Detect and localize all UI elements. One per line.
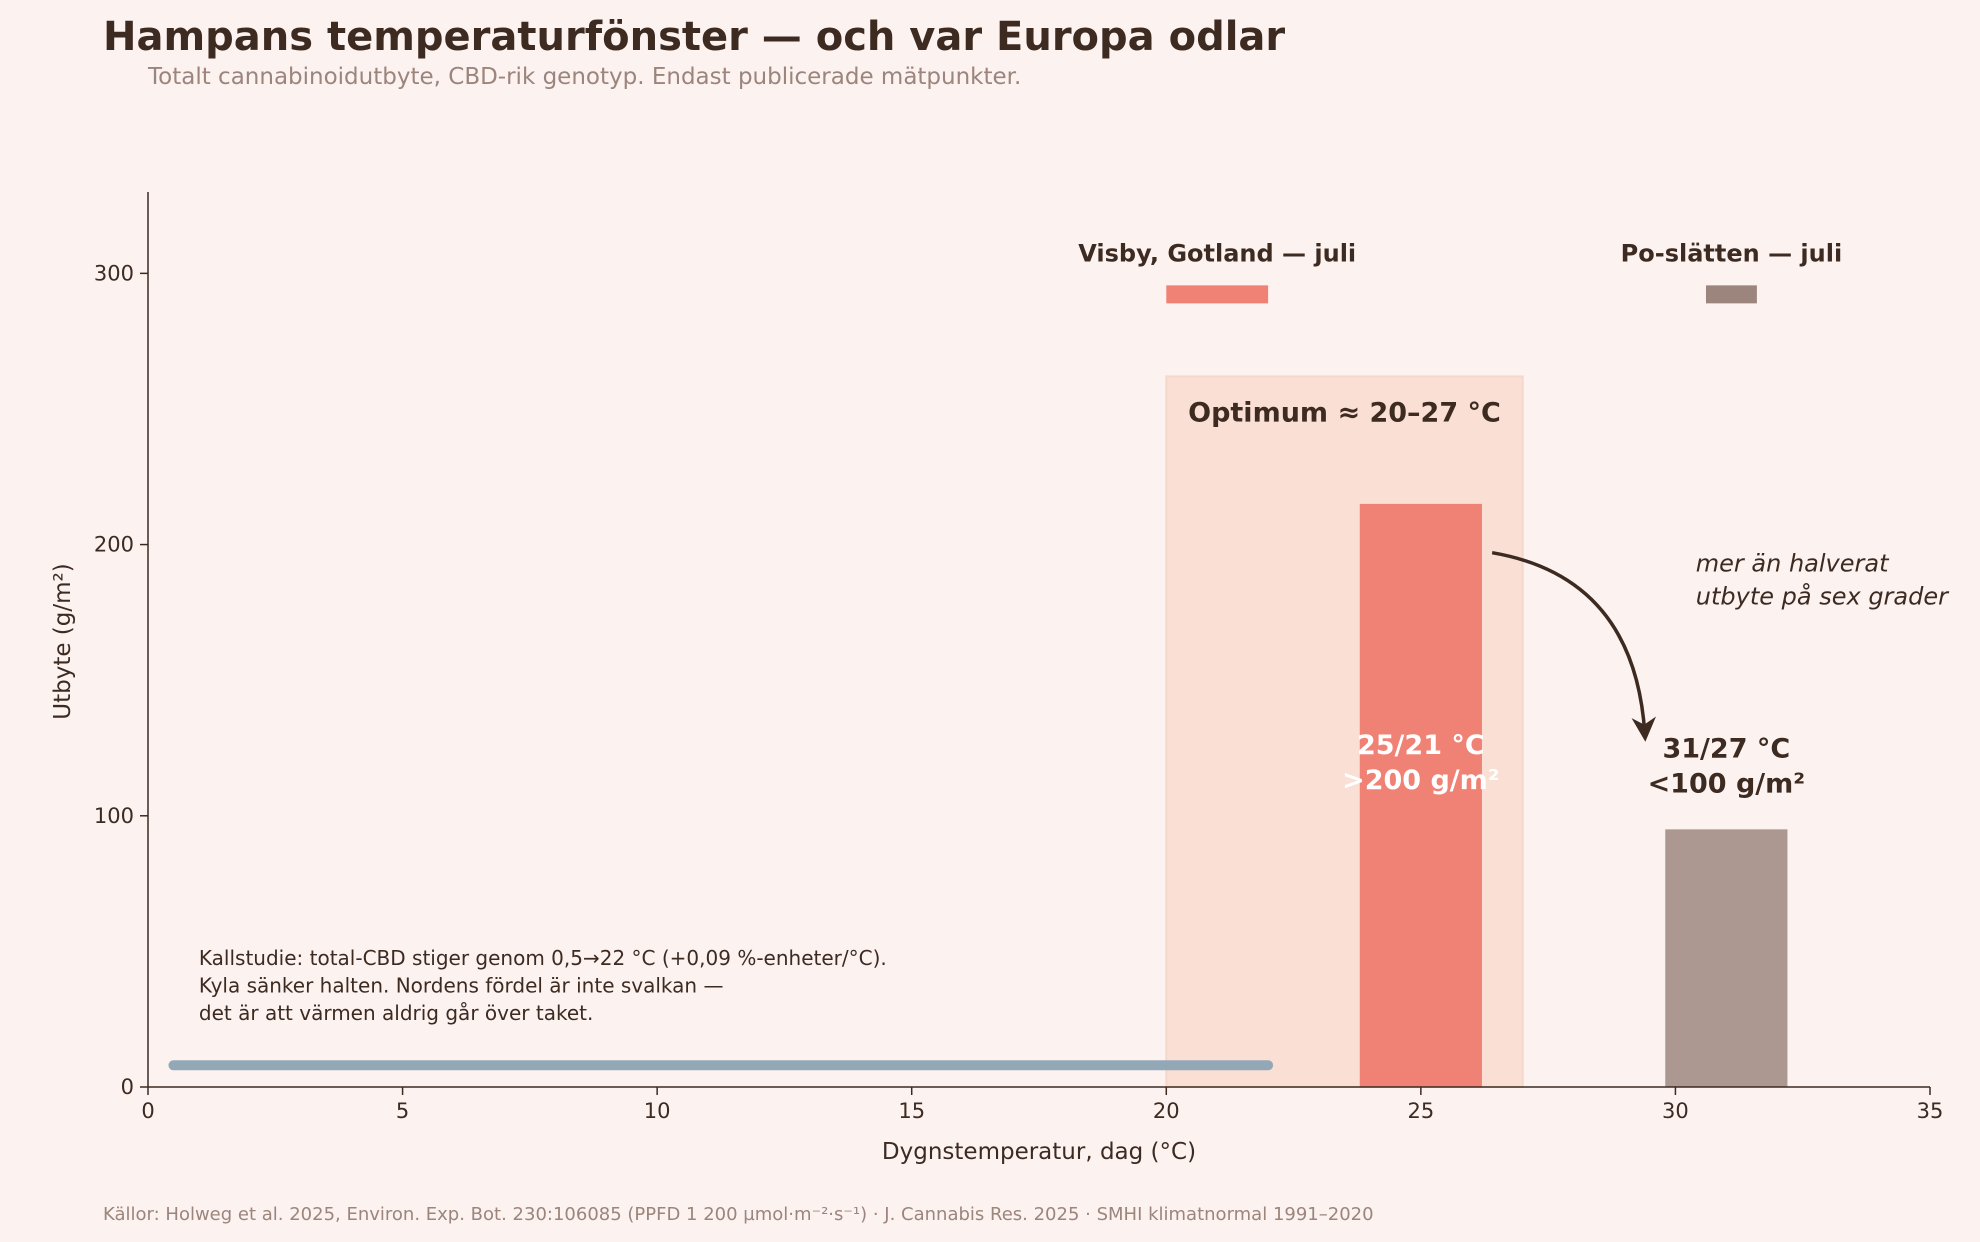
optimum-band-label: Optimum ≈ 20–27 °C [1188,397,1501,428]
source-note: Källor: Holweg et al. 2025, Environ. Exp… [103,1204,1374,1225]
x-tick-label: 10 [644,1099,671,1123]
bar-2 [1665,829,1788,1087]
x-tick-label: 0 [141,1099,154,1123]
x-axis-label: Dygnstemperatur, dag (°C) [882,1139,1196,1165]
x-tick-label: 20 [1153,1099,1180,1123]
y-axis-label: Utbyte (g/m²) [50,563,76,719]
climate-marker-2 [1705,285,1757,304]
climate-marker-label-2: Po-slätten — juli [1621,239,1843,267]
y-tick-label: 300 [94,261,134,285]
climate-marker-1 [1166,285,1269,304]
drop-arrow [1491,550,1656,742]
chart-subtitle: Totalt cannabinoidutbyte, CBD-rik genoty… [148,64,1022,90]
chart-title: Hampans temperaturfönster — och var Euro… [103,14,1286,60]
x-tick-label: 30 [1662,1099,1689,1123]
bar-1 [1359,503,1482,1088]
y-tick-label: 200 [94,533,134,557]
cold-study-note-line-2: Kyla sänker halten. Nordens fördel är in… [199,973,724,997]
x-tick-label: 15 [898,1099,925,1123]
y-tick-label: 0 [121,1075,134,1099]
x-tick-label: 35 [1917,1099,1944,1123]
climate-marker-label-1: Visby, Gotland — juli [1078,239,1356,267]
bar-2-label-2: <100 g/m² [1648,768,1806,799]
cold-study-note-line-1: Kallstudie: total-CBD stiger genom 0,5→2… [199,946,887,970]
drop-note-line-1: mer än halverat [1696,550,1890,578]
cold-study-note-line-3: det är att värmen aldrig går över taket. [199,1001,593,1025]
x-tick-label: 5 [396,1099,409,1123]
bar-2-label-1: 31/27 °C [1662,733,1790,764]
bar-1-label-1: 25/21 °C [1357,730,1485,761]
y-tick-label: 100 [94,804,134,828]
bar-1-label-2: >200 g/m² [1342,765,1500,796]
x-tick-label: 25 [1407,1099,1434,1123]
drop-note-line-2: utbyte på sex grader [1696,582,1950,611]
